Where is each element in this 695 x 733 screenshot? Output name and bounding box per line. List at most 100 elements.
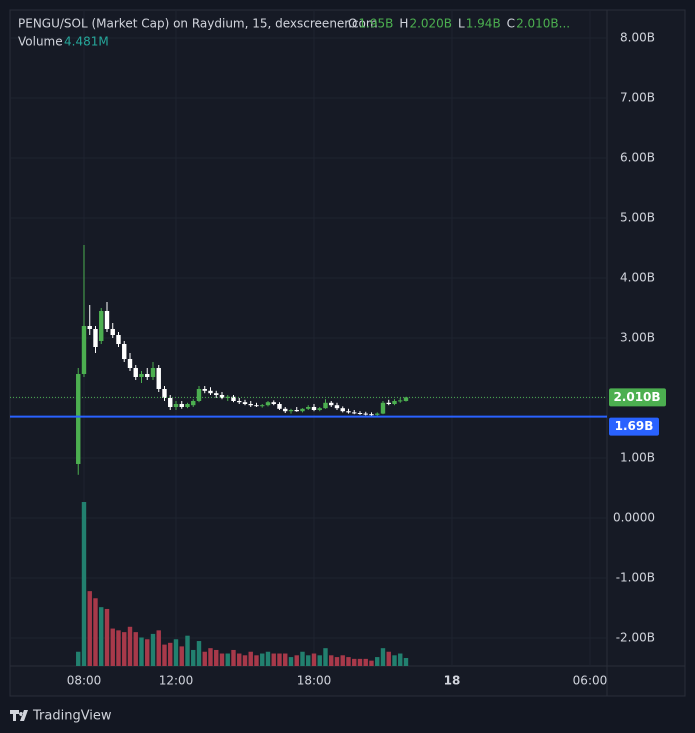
x-tick-label: 08:00 (67, 674, 102, 688)
last-price-tag (609, 388, 666, 407)
volume-bar (398, 653, 403, 666)
volume-bar (294, 655, 299, 666)
volume-bar (323, 648, 328, 666)
candle-body (277, 403, 282, 409)
ohlc-value: 1.94B (466, 17, 501, 31)
candle-body (122, 343, 127, 359)
candle-body (265, 402, 271, 406)
volume-bar (369, 660, 374, 666)
candle-body (380, 402, 386, 414)
candle-body (173, 403, 179, 407)
chart-panel (9, 9, 686, 697)
volume-bar (122, 632, 127, 666)
ohlc-key: H (399, 17, 408, 31)
ohlc-value: 2.020B (409, 17, 452, 31)
volume-bar (145, 639, 150, 666)
candle-body (248, 403, 253, 406)
volume-bar (386, 651, 391, 666)
candle-body (87, 326, 92, 330)
volume-bar (162, 644, 167, 666)
candle-body (363, 413, 368, 415)
candle-body (202, 388, 207, 391)
volume-bar (248, 651, 253, 666)
y-tick-label: 3.00B (620, 331, 655, 345)
ohlc-value: 2.010B... (516, 17, 570, 31)
candle-body (76, 373, 81, 464)
candle-body (156, 367, 161, 389)
ohlc-key: C (507, 17, 515, 31)
candle-body (260, 405, 265, 407)
y-tick-label: 4.00B (620, 271, 655, 285)
candle-body (271, 402, 276, 404)
volume-bar (81, 502, 87, 666)
volume-bar (133, 632, 138, 666)
candle-body (133, 367, 138, 377)
ohlc-key: L (458, 17, 465, 31)
candle-layer (76, 245, 409, 475)
volume-bar (156, 630, 161, 666)
candle-body (369, 414, 374, 416)
volume-bar (208, 648, 213, 666)
candle-body (99, 311, 104, 341)
ohlc-key: O (348, 17, 357, 31)
candle-body (283, 408, 288, 412)
volume-bar (265, 651, 271, 666)
volume-bar (277, 653, 282, 666)
candle-body (392, 400, 397, 404)
candle-body (340, 408, 345, 412)
candle-body (329, 402, 334, 406)
candle-body (254, 405, 259, 407)
price-line-label: 1.69B (615, 419, 654, 433)
branding: TradingView (10, 709, 112, 724)
volume-value: 4.481M (64, 35, 109, 49)
volume-bar (375, 657, 380, 666)
volume-bar (110, 628, 115, 666)
price-line-tag (609, 417, 659, 436)
volume-bar (329, 655, 334, 666)
candle-body (179, 403, 184, 407)
candle-body (225, 396, 230, 398)
candle-body (104, 311, 110, 330)
candle-body (208, 390, 213, 394)
volume-bar (300, 651, 305, 666)
candle-body (306, 406, 311, 409)
ohlc-value: 1.95B (358, 17, 393, 31)
volume-label: Volume (18, 35, 63, 49)
y-tick-label: 0.0000 (613, 510, 655, 524)
candle-body (237, 400, 242, 403)
volume-bar (104, 608, 110, 666)
volume-bar (214, 649, 219, 666)
volume-bar (168, 642, 173, 666)
volume-bar (392, 655, 397, 666)
candle-body (185, 403, 190, 407)
x-tick-label: 06:00 (573, 674, 608, 688)
volume-bar (150, 633, 156, 666)
candle-body (145, 373, 150, 377)
candle-body (196, 388, 202, 401)
volume-bar (127, 626, 133, 666)
candle-body (403, 397, 409, 401)
candle-body (214, 393, 219, 395)
candle-body (323, 402, 328, 409)
overlay-layer: 2.010B 1.69B (10, 388, 666, 436)
y-tick-label: 8.00B (620, 31, 655, 45)
volume-bar (76, 651, 81, 666)
y-tick-label: -2.00B (616, 630, 655, 644)
logo (10, 710, 28, 721)
volume-bar (242, 655, 248, 666)
chart-title: PENGU/SOL (Market Cap) on Raydium, 15, d… (18, 17, 378, 31)
candle-body (300, 408, 305, 412)
y-tick-label: 5.00B (620, 211, 655, 225)
candle-body (317, 408, 322, 410)
volume-bar (317, 655, 322, 666)
x-tick-label: 12:00 (159, 674, 194, 688)
candle-body (191, 400, 196, 406)
volume-bar (87, 591, 92, 666)
volume-bar (306, 655, 311, 666)
candle-body (357, 412, 363, 414)
volume-bar (260, 653, 265, 666)
volume-bar (363, 658, 368, 666)
candle-body (398, 400, 403, 402)
volume-bar (202, 651, 207, 666)
volume-bar (283, 653, 288, 666)
